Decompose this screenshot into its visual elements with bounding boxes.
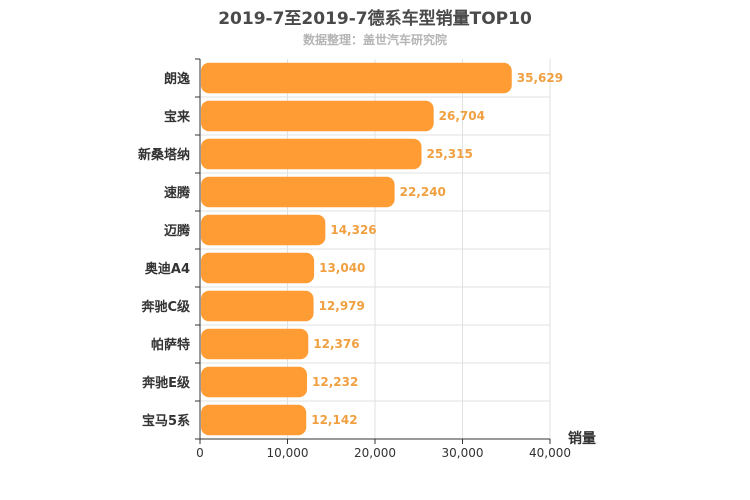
bar-value-label: 22,240 <box>400 185 446 199</box>
x-tick-label: 40,000 <box>529 446 571 460</box>
bar-value-label: 12,232 <box>312 375 358 389</box>
bar-value-label: 26,704 <box>439 109 485 123</box>
bar-value-label: 12,142 <box>311 413 357 427</box>
bars: 35,629 26,704 25,315 22,240 14,326 13,040 12,9… <box>201 62 563 436</box>
x-axis-title: 销量 <box>568 430 596 447</box>
bar-value-label: 35,629 <box>517 71 563 85</box>
category-label: 宝来 <box>164 109 191 125</box>
category-label: 朗逸 <box>164 71 190 87</box>
category-label: 奥迪A4 <box>145 261 190 277</box>
category-label: 奔驰C级 <box>140 299 191 315</box>
bar <box>201 100 434 132</box>
category-label: 新桑塔纳 <box>138 147 190 163</box>
category-label: 速腾 <box>164 185 191 201</box>
bar <box>201 366 308 398</box>
bar <box>201 252 315 284</box>
bar-value-label: 13,040 <box>319 261 365 275</box>
category-label: 帕萨特 <box>151 337 190 353</box>
bar-value-label: 12,979 <box>319 299 365 313</box>
category-label: 奔驰E级 <box>141 375 191 391</box>
category-label: 宝马5系 <box>142 413 190 429</box>
x-tick-label: 20,000 <box>354 446 396 460</box>
bar-value-label: 12,376 <box>313 337 359 351</box>
x-tick-label: 10,000 <box>267 446 309 460</box>
bar <box>201 328 309 360</box>
bar <box>201 138 422 170</box>
bar <box>201 404 307 436</box>
x-tick-label: 0 <box>196 446 204 460</box>
bar <box>201 214 326 246</box>
chart-subtitle: 数据整理：盖世汽车研究院 <box>302 33 447 47</box>
bar-value-label: 14,326 <box>330 223 376 237</box>
bar-value-label: 25,315 <box>427 147 473 161</box>
x-tick-label: 30,000 <box>442 446 484 460</box>
chart-title: 2019-7至2019-7德系车型销量TOP10 <box>218 9 532 29</box>
bar <box>201 290 314 322</box>
category-label: 迈腾 <box>164 223 191 239</box>
bar <box>201 176 395 208</box>
bar <box>201 62 512 94</box>
